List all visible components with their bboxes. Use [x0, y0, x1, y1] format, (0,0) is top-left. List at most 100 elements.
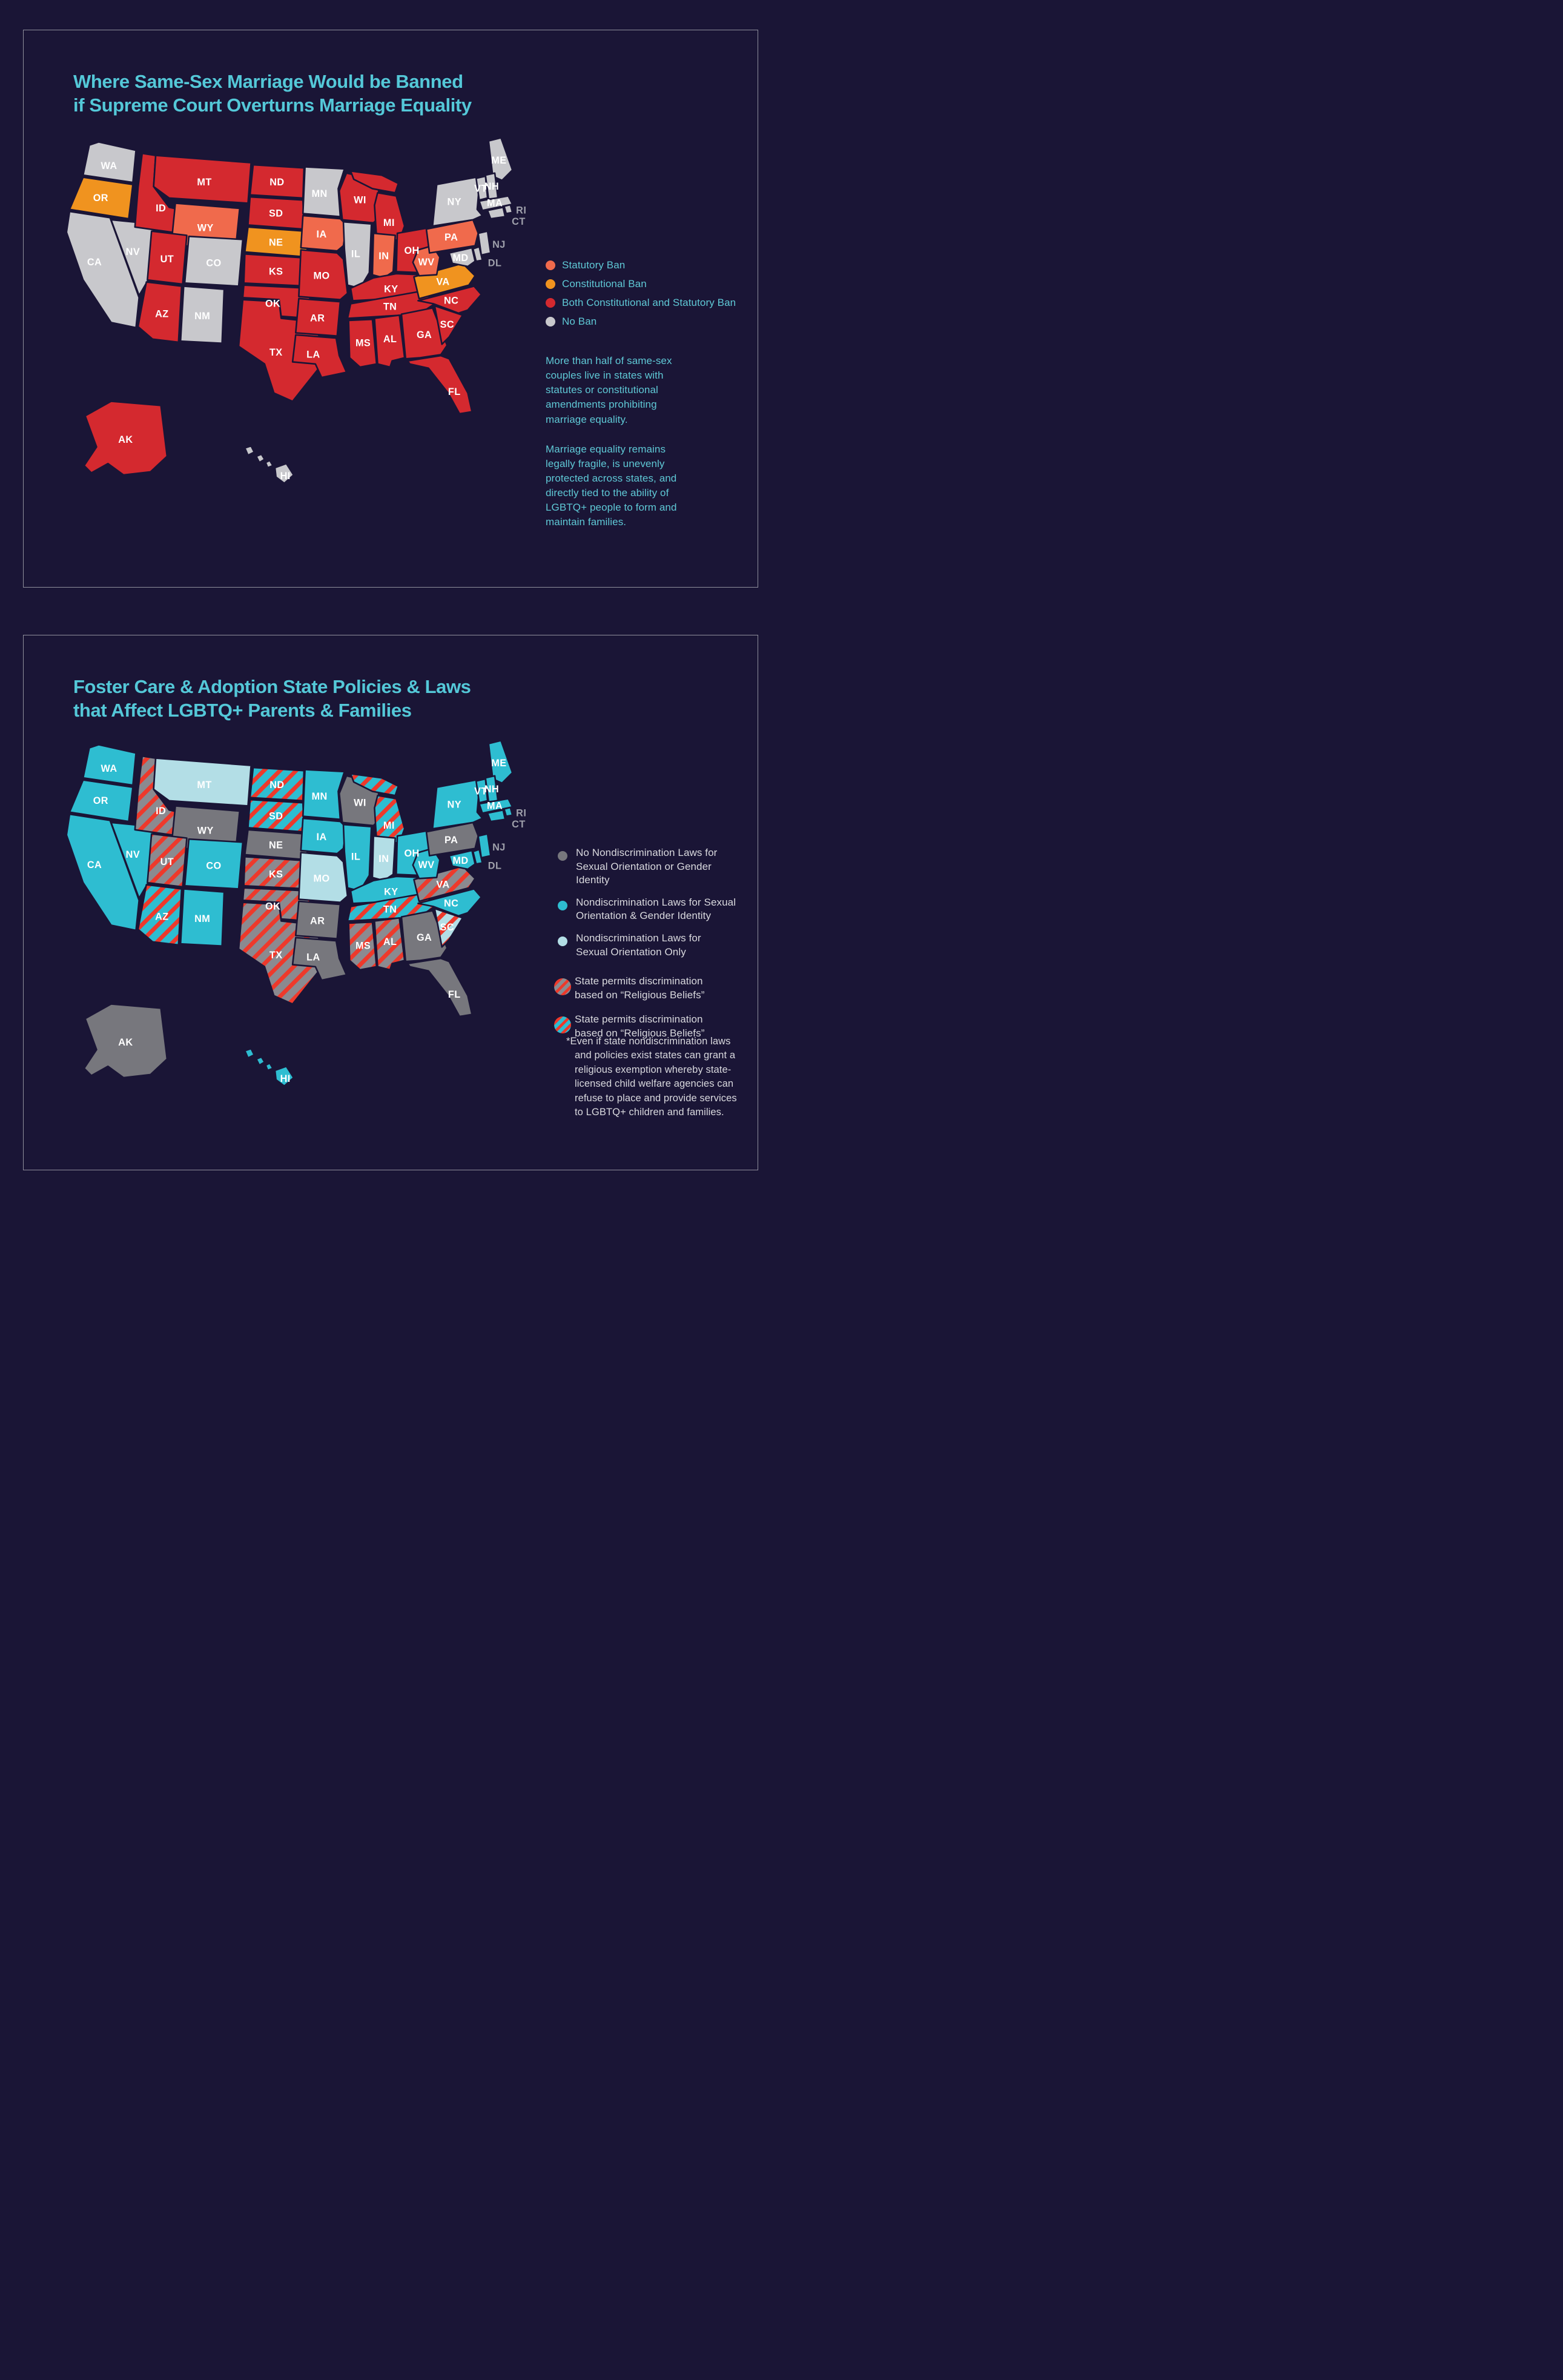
map2-state-label-in: IN: [378, 854, 389, 864]
map2-state-label-ms: MS: [355, 941, 371, 952]
marriage-map-title: Where Same-Sex Marriage Would be Banned …: [73, 70, 472, 116]
map2-state-label-al: AL: [383, 936, 397, 947]
foster-legend-item-so_gi_striped: State permits discrimination based on “R…: [554, 1013, 748, 1040]
map2-state-md: [448, 849, 476, 870]
map1-state-label-ok: OK: [265, 299, 280, 310]
map1-state-label-nm: NM: [194, 311, 210, 322]
map2-state-label-va: VA: [436, 880, 449, 890]
map2-state-label-il: IL: [351, 851, 360, 862]
map1-state-label-ma: MA: [487, 197, 503, 208]
marriage-legend-label-statutory: Statutory Ban: [562, 259, 626, 271]
map1-state-label-ms: MS: [355, 338, 371, 349]
map1-state-label-tn: TN: [383, 302, 397, 313]
foster-legend-label-none_striped: State permits discrimination based on “R…: [575, 975, 705, 1001]
map2-state-de: [472, 849, 483, 865]
map2-state-sc: [434, 907, 464, 948]
map1-state-ct: [486, 206, 506, 220]
religious-exemption-note: *Even if state nondiscrimination laws an…: [566, 1035, 737, 1120]
map1-state-hi: [244, 445, 295, 485]
foster-legend-label-none: No Nondiscrimination Laws for Sexual Ori…: [576, 847, 718, 886]
foster-care-map-title: Foster Care & Adoption State Policies & …: [73, 675, 471, 721]
map2-state-nm: [179, 888, 225, 947]
map1-state-label-ny: NY: [448, 197, 461, 208]
map2-state-label-ak: AK: [118, 1037, 133, 1048]
map1-state-label-wv: WV: [418, 257, 435, 268]
map2-state-label-sc: SC: [440, 922, 454, 933]
map1-state-sc: [434, 305, 464, 345]
marriage-legend-item-both: Both Constitutional and Statutory Ban: [546, 297, 736, 309]
map2-state-la: [291, 936, 348, 981]
map1-state-label-nj: NJ: [492, 239, 506, 250]
map2-state-label-ct: CT: [512, 819, 526, 830]
map1-state-ri: [503, 204, 514, 214]
map2-state-label-id: ID: [156, 806, 166, 817]
map2-state-label-de: DL: [488, 861, 502, 872]
map2-state-label-me: ME: [491, 758, 506, 769]
map1-state-label-al: AL: [383, 334, 397, 345]
map2-state-label-tn: TN: [383, 904, 397, 915]
map2-state-fl: [406, 957, 473, 1018]
map1-state-label-ct: CT: [512, 216, 526, 227]
marriage-map-text: More than half of same-sex couples live …: [546, 354, 691, 545]
map1-state-mo: [298, 249, 349, 300]
map2-state-label-ky: KY: [384, 887, 398, 898]
map1-state-ia: [300, 214, 348, 252]
map1-state-label-vt: VT: [474, 183, 487, 194]
map1-state-label-ut: UT: [160, 254, 174, 265]
foster-care-us-map: WA OR CA NV ID MT WY UT CO AZ NM ND SD NE KS OK TX MN IA MO…: [65, 740, 526, 1087]
map2-state-va: [413, 865, 476, 903]
map2-state-label-or: OR: [93, 795, 108, 806]
map1-state-label-mo: MO: [314, 270, 330, 281]
map1-state-label-sd: SD: [269, 208, 283, 219]
map1-state-label-la: LA: [306, 349, 320, 360]
infographic-page: { "page": { "background": "#1A1536", "pa…: [0, 0, 781, 1190]
marriage-legend-label-none: No Ban: [562, 316, 597, 327]
foster-legend-swatch-none_striped: [554, 978, 571, 996]
map1-state-mn: [302, 166, 346, 217]
map2-state-ga: [400, 910, 448, 963]
foster-legend-item-none_striped: State permits discrimination based on “R…: [554, 975, 748, 1002]
map1-state-label-ky: KY: [384, 284, 398, 295]
map1-state-label-wi: WI: [354, 194, 366, 205]
map1-state-label-de: DL: [488, 258, 502, 269]
map2-state-ia: [300, 817, 348, 855]
map2-state-mo: [298, 852, 349, 903]
map1-state-label-mt: MT: [197, 177, 211, 188]
marriage-legend-swatch-none: [546, 317, 555, 327]
map1-state-label-oh: OH: [404, 245, 419, 256]
map2-state-mt: [153, 757, 252, 807]
map1-state-label-pa: PA: [444, 232, 458, 243]
map1-state-label-me: ME: [491, 155, 506, 166]
map2-state-label-ne: NE: [269, 840, 283, 850]
map1-state-label-ak: AK: [118, 434, 133, 445]
map2-state-al: [374, 917, 406, 971]
map1-state-nc: [417, 285, 483, 314]
map1-state-label-or: OR: [93, 193, 108, 204]
map2-state-label-md: MD: [452, 855, 468, 866]
map2-state-label-mn: MN: [312, 791, 328, 802]
map2-state-ct: [486, 809, 506, 823]
map2-state-label-nd: ND: [269, 780, 284, 791]
foster-legend-item-none: No Nondiscrimination Laws for Sexual Ori…: [554, 846, 748, 887]
map2-state-ma: [478, 798, 514, 814]
map1-state-label-ar: AR: [310, 313, 325, 324]
map2-state-label-mt: MT: [197, 780, 211, 791]
map2-state-label-sd: SD: [269, 811, 283, 822]
map1-state-ga: [400, 307, 448, 360]
note-text: Even if state nondiscrimination laws and…: [570, 1036, 737, 1118]
map2-state-label-az: AZ: [155, 912, 169, 923]
map1-state-label-tx: TX: [269, 347, 283, 358]
map1-state-al: [374, 314, 406, 368]
map2-state-nc: [417, 888, 483, 917]
map1-state-wa: [82, 141, 137, 184]
marriage-legend-label-both: Both Constitutional and Statutory Ban: [562, 297, 736, 308]
map2-state-label-wv: WV: [418, 860, 435, 870]
map1-state-label-co: CO: [206, 258, 221, 269]
foster-legend-swatch-none: [558, 851, 567, 861]
map1-state-label-mn: MN: [312, 188, 328, 199]
map1-state-label-ga: GA: [417, 330, 432, 340]
map2-state-ar: [294, 900, 342, 940]
map1-state-label-ks: KS: [269, 266, 283, 277]
map2-state-label-la: LA: [306, 952, 320, 963]
map2-state-label-ok: OK: [265, 901, 280, 912]
